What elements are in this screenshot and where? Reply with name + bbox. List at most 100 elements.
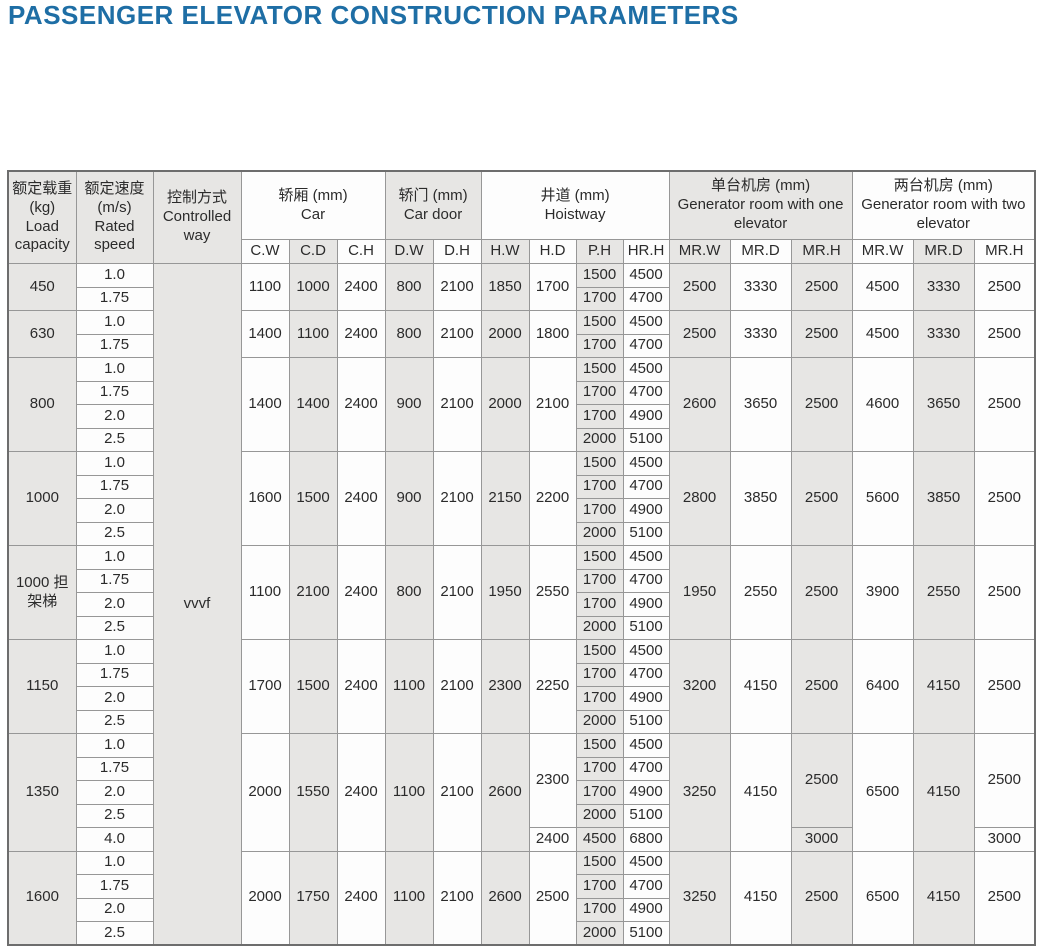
cell-ph: 1500	[575, 451, 624, 476]
cell-hw: 2600	[480, 850, 530, 946]
cell-hrh: 4700	[622, 333, 670, 358]
cell-speed: 2.5	[75, 521, 154, 546]
cell-ph: 1700	[575, 286, 624, 311]
cell-ph: 1700	[575, 380, 624, 405]
cell-m2w: 6500	[851, 850, 914, 946]
table-row: 2.0 1700 4900	[8, 404, 1035, 429]
cell-cw: 2000	[240, 733, 290, 852]
cell-speed: 2.5	[75, 427, 154, 452]
cell-m1h: 2500	[790, 850, 853, 946]
table-row: 800 1.0 1400 1400 2400 900 2100 2000 2100 1500 450…	[7, 357, 1036, 452]
cell-m1h: 2500	[790, 357, 853, 452]
table-row: 2.5 2000 5100	[8, 921, 1035, 946]
cell-cd: 1750	[288, 850, 338, 946]
cell-hrh: 5100	[622, 921, 670, 946]
cell-hd: 2500	[528, 850, 577, 946]
table-row: 1000 担架梯 1.0 1100 2100 2400 800 2100 1950 2550 15…	[7, 545, 1036, 640]
cell-load: 1150	[7, 639, 77, 734]
cell-speed: 1.0	[75, 263, 154, 288]
cell-dw: 1100	[384, 639, 434, 734]
subheader-dh: D.H	[432, 239, 482, 264]
table-row: 1350 1.0 2000 1550 2400 1100 2100 2600 2300 1500 4…	[7, 733, 1036, 852]
cell-m1w: 2800	[668, 451, 731, 546]
cell-dh: 2100	[432, 310, 482, 358]
subheader-ph: P.H	[575, 239, 624, 264]
cell-ch: 2400	[336, 639, 386, 734]
subheader-cw: C.W	[240, 239, 290, 264]
cell-m2d: 3650	[912, 357, 975, 452]
subheader-mrd-one: MR.D	[729, 239, 792, 264]
cell-hrh: 6800	[622, 827, 670, 852]
header-car: 轿厢 (mm) Car	[240, 170, 386, 240]
cell-m1w: 3250	[668, 733, 731, 852]
cell-ch: 2400	[336, 310, 386, 358]
cell-ph: 2000	[575, 427, 624, 452]
cell-m1h: 2500	[790, 733, 853, 828]
cell-ph: 2000	[575, 803, 624, 828]
cell-m1d: 4150	[729, 850, 792, 946]
table-row: 1000 1.0 1600 1500 2400 900 2100 2150 2200 1500 45…	[7, 451, 1036, 546]
cell-speed: 4.0	[75, 827, 154, 852]
cell-m1w: 3250	[668, 850, 731, 946]
cell-ph: 1700	[575, 568, 624, 593]
cell-speed: 1.75	[75, 380, 154, 405]
cell-ph: 1700	[575, 662, 624, 687]
header-sub-row: C.W C.D C.H D.W D.H H.W H.D P.H HR.H MR.…	[8, 239, 1036, 264]
cell-m1h: 2500	[790, 545, 853, 640]
cell-hrh: 5100	[622, 427, 670, 452]
cell-hw: 2600	[480, 733, 530, 852]
header-hoistway: 井道 (mm) Hoistway	[480, 170, 670, 240]
cell-dh: 2100	[432, 639, 482, 734]
cell-speed: 1.0	[75, 357, 154, 382]
header-car-door: 轿门 (mm) Car door	[384, 170, 482, 240]
table-row: 2.0 1700 4900	[8, 592, 1035, 617]
cell-hd: 2300	[528, 733, 577, 828]
cell-m2w: 4500	[851, 263, 914, 311]
cell-m1h: 2500	[790, 639, 853, 734]
page-title: PASSENGER ELEVATOR CONSTRUCTION PARAMETE…	[8, 0, 739, 30]
table-row: 4.0 2400 4500 6800 3000 3000	[8, 827, 1036, 852]
cell-ph: 1700	[575, 474, 624, 499]
cell-speed: 1.75	[75, 568, 154, 593]
cell-hrh: 4900	[622, 897, 670, 922]
cell-hrh: 4700	[622, 380, 670, 405]
cell-m2h: 2500	[973, 263, 1036, 311]
cell-m1h: 3000	[790, 827, 853, 852]
parameters-table: 额定载重 (kg) Load capacity 额定速度 (m/s) Rated…	[7, 170, 1037, 946]
cell-hd: 1800	[528, 310, 577, 358]
cell-hw: 2000	[480, 310, 530, 358]
cell-hrh: 4700	[622, 286, 670, 311]
cell-speed: 1.0	[75, 451, 154, 476]
cell-m2w: 4500	[851, 310, 914, 358]
cell-dw: 800	[384, 545, 434, 640]
cell-load: 1000 担架梯	[7, 545, 77, 640]
cell-m1d: 3850	[729, 451, 792, 546]
cell-cd: 1550	[288, 733, 338, 852]
cell-hd: 2100	[528, 357, 577, 452]
cell-hrh: 5100	[622, 521, 670, 546]
cell-hrh: 4500	[622, 357, 670, 382]
cell-speed: 1.0	[75, 850, 154, 875]
table-row: 2.5 2000 5100	[8, 709, 1035, 734]
cell-ph: 1500	[575, 545, 624, 570]
cell-m2w: 6500	[851, 733, 914, 852]
cell-m2d: 2550	[912, 545, 975, 640]
cell-hrh: 4500	[622, 263, 670, 288]
cell-m1h: 2500	[790, 310, 853, 358]
subheader-hrh: HR.H	[622, 239, 670, 264]
subheader-mrh-one: MR.H	[790, 239, 853, 264]
table-row: 1.75 1700 4700	[8, 474, 1035, 499]
cell-hrh: 4900	[622, 404, 670, 429]
cell-hw: 1850	[480, 263, 530, 311]
cell-speed: 1.75	[75, 474, 154, 499]
cell-ph: 1700	[575, 333, 624, 358]
cell-ph: 4500	[575, 827, 624, 852]
cell-dw: 800	[384, 263, 434, 311]
cell-speed: 2.5	[75, 921, 154, 946]
cell-load: 1600	[7, 850, 77, 946]
cell-ch: 2400	[336, 850, 386, 946]
cell-m1w: 1950	[668, 545, 731, 640]
cell-m2h: 2500	[973, 733, 1036, 828]
cell-cw: 1700	[240, 639, 290, 734]
cell-cd: 2100	[288, 545, 338, 640]
